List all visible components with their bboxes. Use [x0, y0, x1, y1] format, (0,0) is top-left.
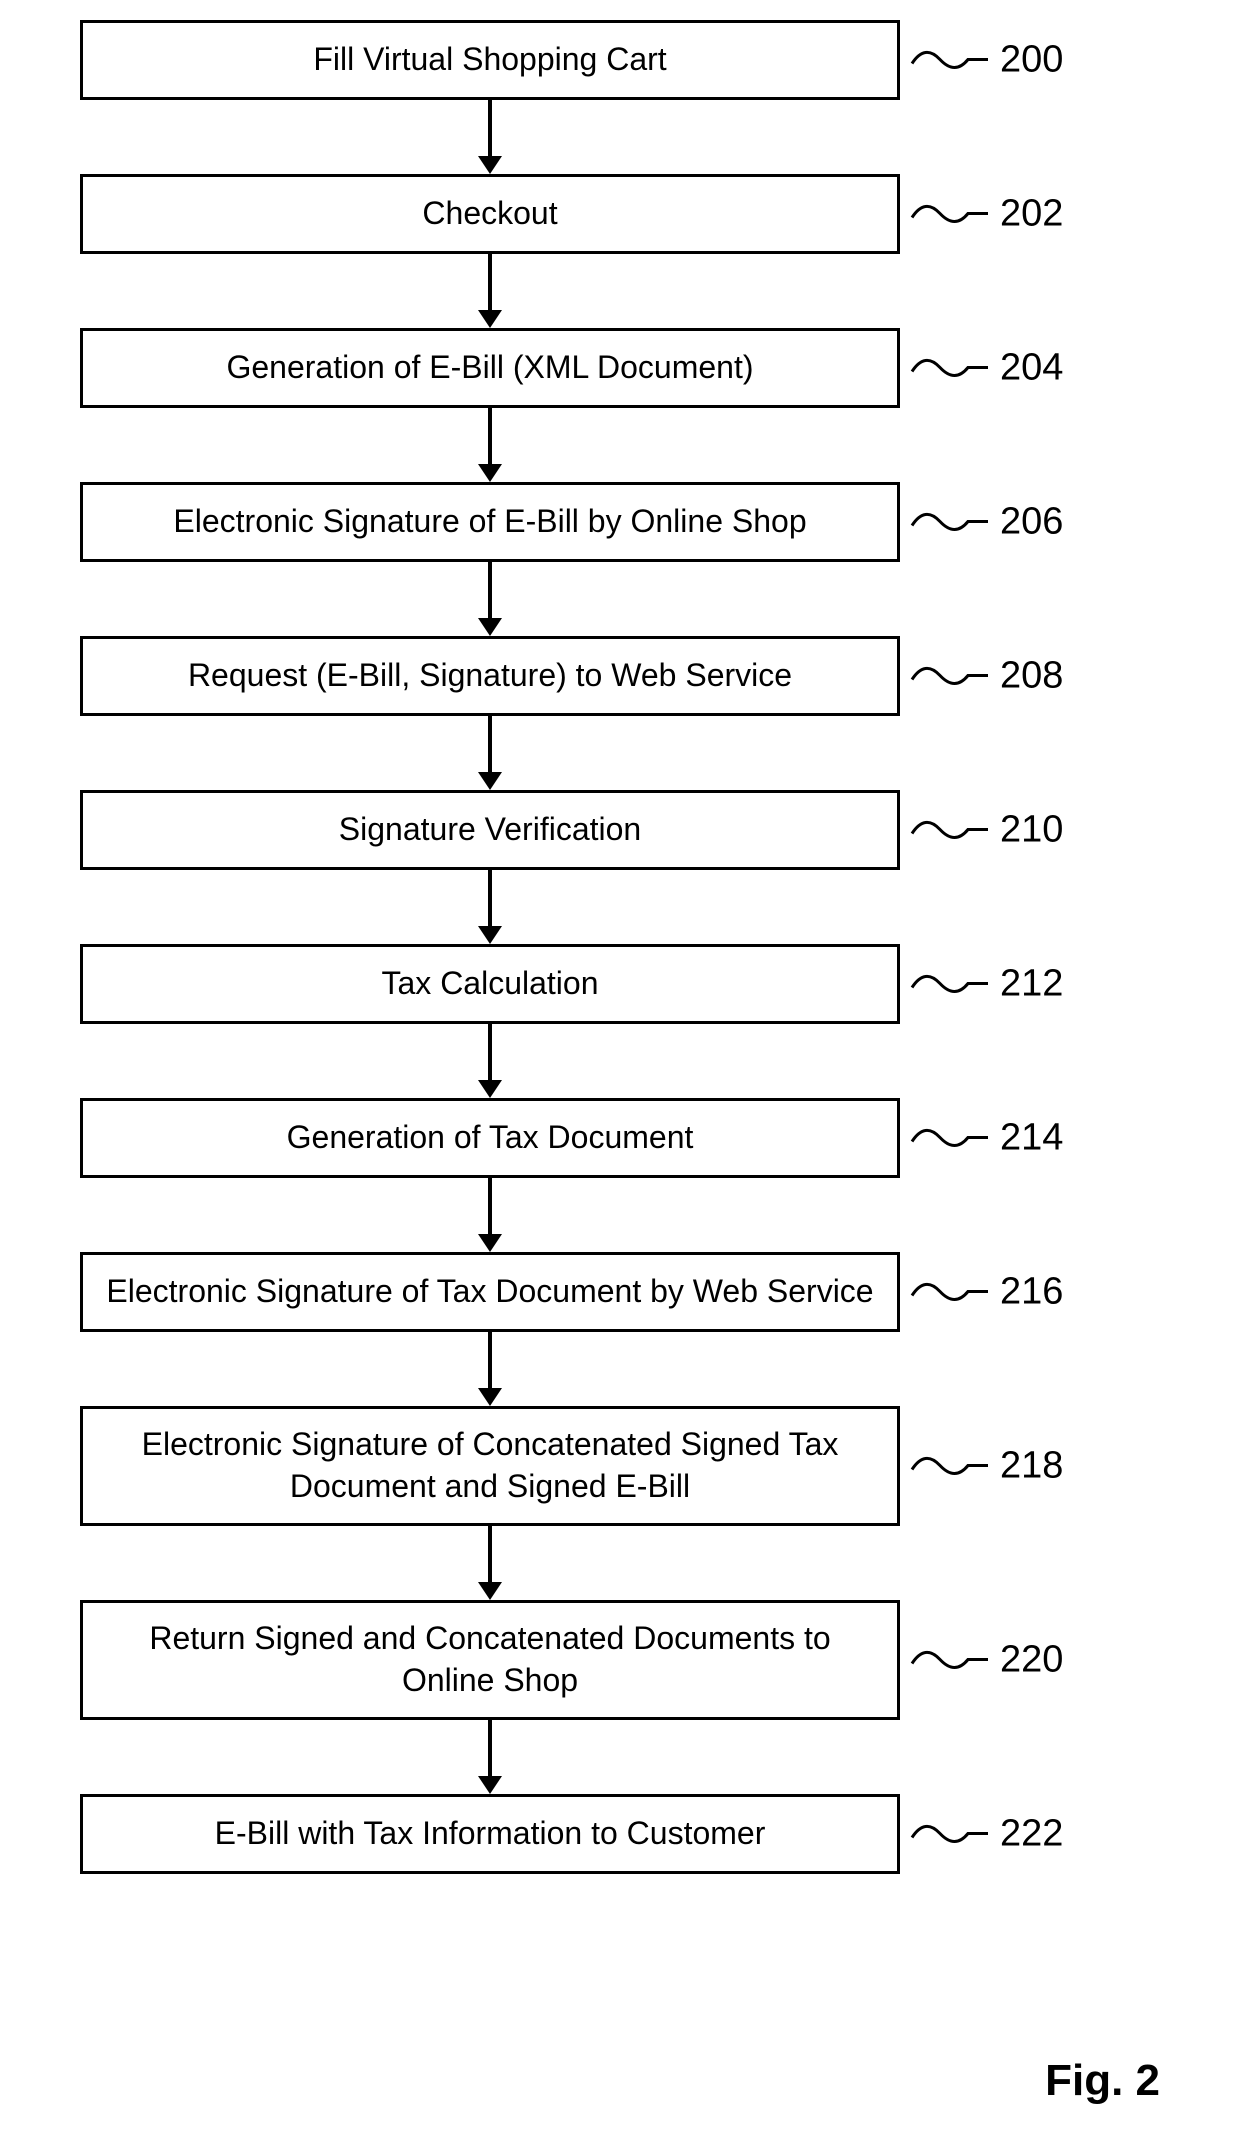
reference-squiggle-icon	[910, 199, 990, 229]
step-number: 222	[1000, 1813, 1063, 1856]
arrow-down-icon	[470, 254, 510, 328]
flow-arrow	[80, 408, 900, 482]
step-label: Tax Calculation	[382, 963, 599, 1005]
arrow-down-icon	[470, 1526, 510, 1600]
arrow-down-icon	[470, 716, 510, 790]
flow-arrow	[80, 1024, 900, 1098]
step-label: Electronic Signature of Concatenated Sig…	[103, 1424, 877, 1507]
step-reference: 212	[910, 963, 1063, 1006]
step-box: Checkout	[80, 174, 900, 254]
flowchart-step: Generation of Tax Document214	[80, 1098, 1040, 1178]
step-reference: 208	[910, 655, 1063, 698]
reference-squiggle-icon	[910, 1277, 990, 1307]
step-label: Checkout	[422, 193, 557, 235]
step-label: E-Bill with Tax Information to Customer	[215, 1813, 766, 1855]
flowchart-step: E-Bill with Tax Information to Customer2…	[80, 1794, 1040, 1874]
step-reference: 216	[910, 1271, 1063, 1314]
arrow-down-icon	[470, 100, 510, 174]
arrow-down-icon	[470, 408, 510, 482]
reference-squiggle-icon	[910, 1123, 990, 1153]
step-box: Request (E-Bill, Signature) to Web Servi…	[80, 636, 900, 716]
flow-arrow	[80, 562, 900, 636]
flowchart-step: Electronic Signature of E-Bill by Online…	[80, 482, 1040, 562]
flowchart-step: Electronic Signature of Tax Document by …	[80, 1252, 1040, 1332]
reference-squiggle-icon	[910, 45, 990, 75]
step-reference: 222	[910, 1813, 1063, 1856]
flowchart-step: Checkout202	[80, 174, 1040, 254]
step-reference: 210	[910, 809, 1063, 852]
arrow-down-icon	[470, 562, 510, 636]
step-label: Request (E-Bill, Signature) to Web Servi…	[188, 655, 792, 697]
flowchart-step: Tax Calculation212	[80, 944, 1040, 1024]
arrow-down-icon	[470, 1720, 510, 1794]
figure-label: Fig. 2	[1045, 2056, 1160, 2106]
flow-arrow	[80, 870, 900, 944]
step-reference: 202	[910, 193, 1063, 236]
flowchart-step: Signature Verification210	[80, 790, 1040, 870]
reference-squiggle-icon	[910, 815, 990, 845]
flowchart-step: Electronic Signature of Concatenated Sig…	[80, 1406, 1040, 1526]
step-box: Electronic Signature of E-Bill by Online…	[80, 482, 900, 562]
step-label: Electronic Signature of E-Bill by Online…	[173, 501, 806, 543]
reference-squiggle-icon	[910, 1819, 990, 1849]
arrow-down-icon	[470, 1178, 510, 1252]
step-number: 220	[1000, 1639, 1063, 1682]
step-number: 200	[1000, 39, 1063, 82]
flowchart-step: Generation of E-Bill (XML Document)204	[80, 328, 1040, 408]
step-number: 216	[1000, 1271, 1063, 1314]
reference-squiggle-icon	[910, 507, 990, 537]
step-label: Signature Verification	[339, 809, 641, 851]
step-reference: 206	[910, 501, 1063, 544]
step-box: Generation of Tax Document	[80, 1098, 900, 1178]
step-reference: 204	[910, 347, 1063, 390]
step-number: 210	[1000, 809, 1063, 852]
step-reference: 200	[910, 39, 1063, 82]
step-box: Electronic Signature of Tax Document by …	[80, 1252, 900, 1332]
step-reference: 218	[910, 1445, 1063, 1488]
reference-squiggle-icon	[910, 1451, 990, 1481]
flowchart-step: Fill Virtual Shopping Cart200	[80, 20, 1040, 100]
step-box: Fill Virtual Shopping Cart	[80, 20, 900, 100]
arrow-down-icon	[470, 1332, 510, 1406]
flow-arrow	[80, 1720, 900, 1794]
reference-squiggle-icon	[910, 661, 990, 691]
step-number: 206	[1000, 501, 1063, 544]
flow-arrow	[80, 254, 900, 328]
reference-squiggle-icon	[910, 1645, 990, 1675]
arrow-down-icon	[470, 1024, 510, 1098]
flow-arrow	[80, 1332, 900, 1406]
reference-squiggle-icon	[910, 353, 990, 383]
step-number: 214	[1000, 1117, 1063, 1160]
arrow-down-icon	[470, 870, 510, 944]
step-box: Signature Verification	[80, 790, 900, 870]
step-number: 204	[1000, 347, 1063, 390]
flow-arrow	[80, 1178, 900, 1252]
step-box: Tax Calculation	[80, 944, 900, 1024]
step-box: Generation of E-Bill (XML Document)	[80, 328, 900, 408]
flow-arrow	[80, 716, 900, 790]
flow-arrow	[80, 100, 900, 174]
step-number: 218	[1000, 1445, 1063, 1488]
reference-squiggle-icon	[910, 969, 990, 999]
step-label: Fill Virtual Shopping Cart	[313, 39, 666, 81]
flowchart-step: Request (E-Bill, Signature) to Web Servi…	[80, 636, 1040, 716]
step-reference: 214	[910, 1117, 1063, 1160]
step-box: Return Signed and Concatenated Documents…	[80, 1600, 900, 1720]
step-number: 202	[1000, 193, 1063, 236]
flow-arrow	[80, 1526, 900, 1600]
step-number: 212	[1000, 963, 1063, 1006]
step-box: E-Bill with Tax Information to Customer	[80, 1794, 900, 1874]
step-label: Generation of E-Bill (XML Document)	[226, 347, 753, 389]
flowchart-container: Fill Virtual Shopping Cart200 Checkout202…	[80, 20, 1040, 1874]
step-label: Return Signed and Concatenated Documents…	[103, 1618, 877, 1701]
step-box: Electronic Signature of Concatenated Sig…	[80, 1406, 900, 1526]
step-label: Electronic Signature of Tax Document by …	[106, 1271, 873, 1313]
step-reference: 220	[910, 1639, 1063, 1682]
step-label: Generation of Tax Document	[287, 1117, 694, 1159]
flowchart-step: Return Signed and Concatenated Documents…	[80, 1600, 1040, 1720]
step-number: 208	[1000, 655, 1063, 698]
